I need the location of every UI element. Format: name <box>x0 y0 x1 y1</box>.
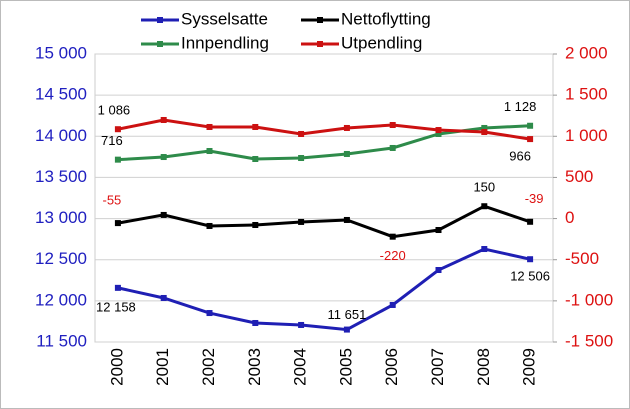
x-tick-label: 2007 <box>428 348 447 386</box>
point-marker <box>389 301 396 308</box>
data-label: 12 158 <box>96 299 136 314</box>
y2-tick-label: 2 000 <box>565 43 608 62</box>
point-marker <box>527 122 534 129</box>
y-tick-label: 13 500 <box>35 167 87 186</box>
point-marker <box>160 211 167 218</box>
x-tick-label: 2009 <box>520 348 539 386</box>
data-label: 1 128 <box>504 99 537 114</box>
x-tick-label: 2005 <box>336 348 355 386</box>
point-marker <box>298 155 305 162</box>
point-marker <box>389 122 396 129</box>
data-label: 716 <box>101 133 123 148</box>
y-tick-label: 14 000 <box>35 126 87 145</box>
data-label: 12 506 <box>510 269 550 284</box>
point-marker <box>527 136 534 143</box>
point-marker <box>114 126 121 133</box>
point-marker <box>527 218 534 225</box>
y2-tick-label: -500 <box>565 249 599 268</box>
y2-tick-label: 0 <box>565 208 574 227</box>
point-marker <box>252 319 259 326</box>
point-marker <box>252 155 259 162</box>
legend-marker <box>157 41 163 47</box>
point-marker <box>160 154 167 161</box>
legend-label: Sysselsatte <box>181 9 268 28</box>
series-line <box>117 247 531 332</box>
point-marker <box>435 227 442 234</box>
data-label: -220 <box>380 248 406 263</box>
data-label: 966 <box>509 149 531 164</box>
legend-marker <box>157 17 163 23</box>
x-tick-label: 2006 <box>382 348 401 386</box>
y2-tick-label: 1 500 <box>565 85 608 104</box>
data-label: -55 <box>103 193 122 208</box>
x-tick-label: 2000 <box>107 348 126 386</box>
legend-label: Innpendling <box>181 33 269 52</box>
point-marker <box>160 294 167 301</box>
x-tick-label: 2008 <box>474 348 493 386</box>
point-marker <box>435 130 442 137</box>
y-tick-label: 14 500 <box>35 85 87 104</box>
legend-marker <box>317 41 323 47</box>
point-marker <box>343 150 350 157</box>
point-marker <box>114 284 121 291</box>
point-marker <box>527 256 534 263</box>
y2-tick-label: -1 000 <box>565 290 613 309</box>
point-marker <box>298 218 305 225</box>
x-tick-label: 2003 <box>245 348 264 386</box>
data-label: 1 086 <box>98 103 131 118</box>
x-tick-label: 2004 <box>291 348 310 386</box>
point-marker <box>114 220 121 227</box>
point-marker <box>389 144 396 151</box>
y-tick-label: 12 000 <box>35 290 87 309</box>
y2-tick-label: 1 000 <box>565 126 608 145</box>
point-marker <box>389 233 396 240</box>
x-tick-label: 2002 <box>199 348 218 386</box>
legend-label: Nettoflytting <box>341 9 431 28</box>
point-marker <box>206 310 213 317</box>
point-marker <box>481 246 488 253</box>
point-marker <box>343 326 350 333</box>
point-marker <box>252 123 259 130</box>
legend-label: Utpendling <box>341 33 422 52</box>
data-label: -39 <box>525 191 544 206</box>
series-line <box>117 204 531 239</box>
point-marker <box>206 123 213 130</box>
point-marker <box>435 127 442 134</box>
y-tick-label: 15 000 <box>35 43 87 62</box>
y-tick-label: 11 500 <box>36 331 87 350</box>
y2-tick-label: 500 <box>565 167 593 186</box>
point-marker <box>114 156 121 163</box>
data-label: 11 651 <box>328 307 367 322</box>
y2-tick-label: -1 500 <box>565 331 613 350</box>
x-tick-label: 2001 <box>153 348 172 386</box>
point-marker <box>160 116 167 123</box>
point-marker <box>298 321 305 328</box>
point-marker <box>343 124 350 131</box>
legend-marker <box>317 17 323 23</box>
point-marker <box>298 130 305 137</box>
point-marker <box>435 267 442 273</box>
point-marker <box>481 129 488 136</box>
point-marker <box>481 124 488 131</box>
point-marker <box>481 203 488 210</box>
y-tick-label: 13 000 <box>35 208 87 227</box>
point-marker <box>343 216 350 223</box>
series-line <box>117 118 531 141</box>
y-tick-label: 12 500 <box>35 249 87 268</box>
point-marker <box>206 148 213 155</box>
data-label: 150 <box>473 180 495 195</box>
point-marker <box>252 221 259 228</box>
point-marker <box>206 222 213 229</box>
